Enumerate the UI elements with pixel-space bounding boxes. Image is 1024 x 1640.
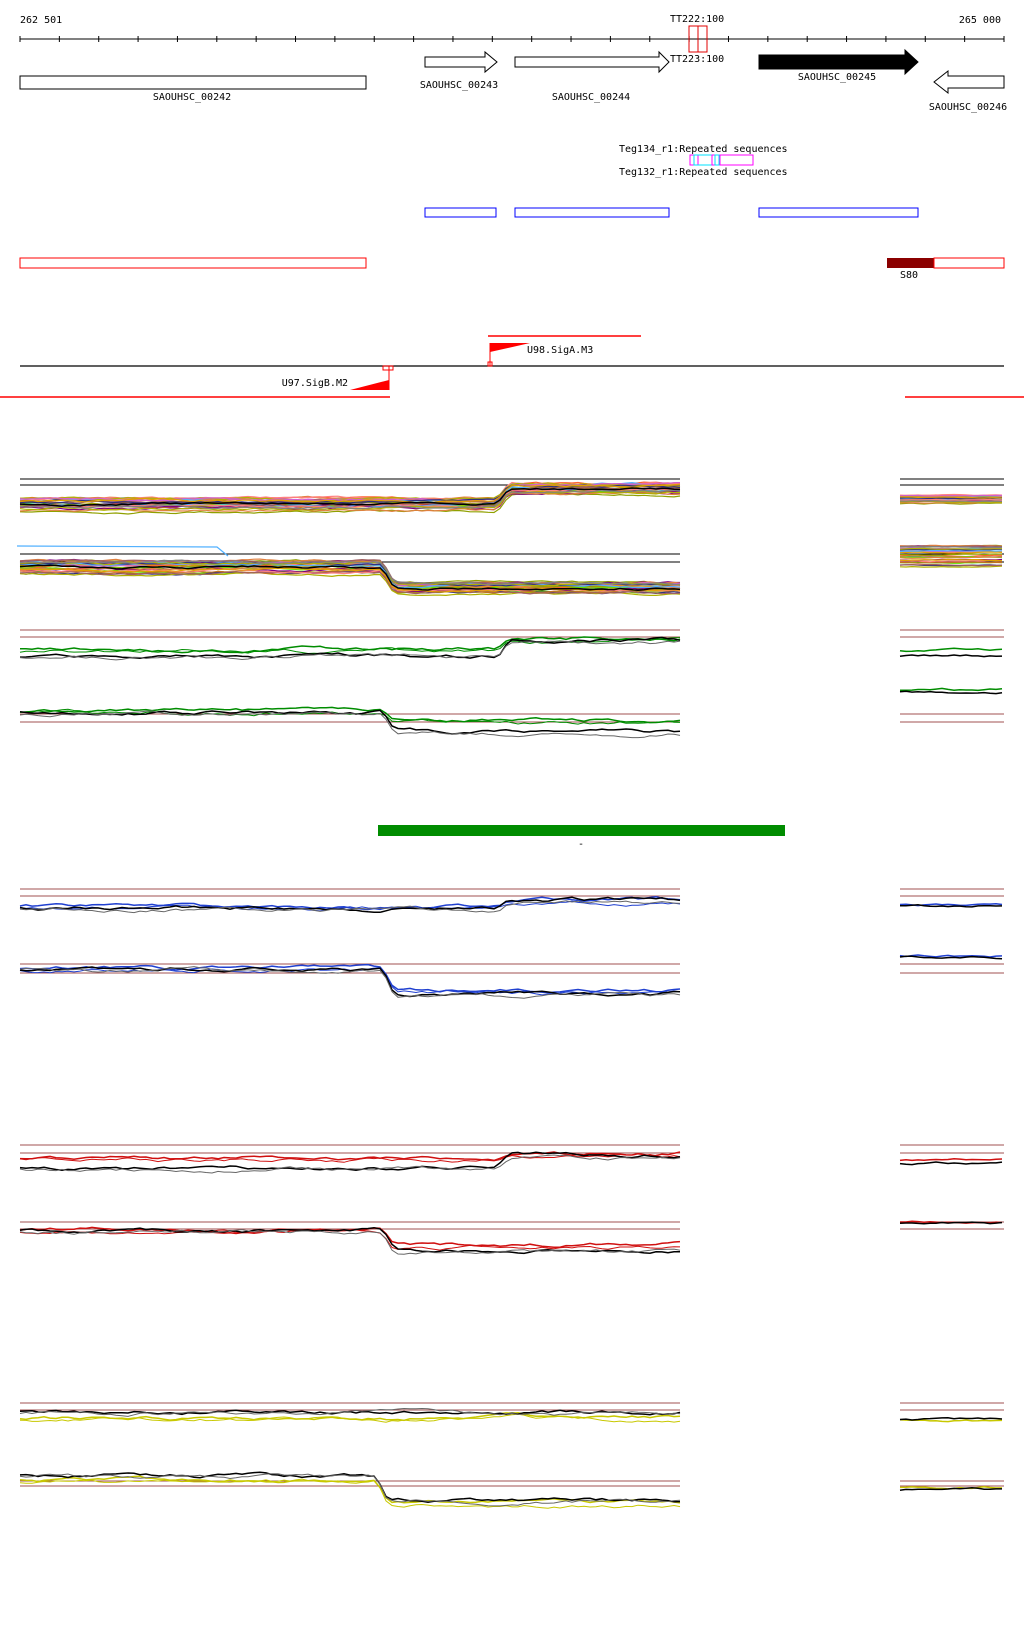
- signal-line: [19, 900, 681, 914]
- signal-line: [899, 545, 1003, 549]
- terminator-label-tt222: TT222:100: [670, 14, 724, 25]
- green-feature-bar[interactable]: [378, 825, 785, 836]
- signal-line: [899, 565, 1003, 568]
- gene-label-00243: SAOUHSC_00243: [420, 80, 498, 91]
- signal-line: [19, 1151, 681, 1162]
- signal-line: [899, 1221, 1003, 1225]
- signal-line: [899, 549, 1003, 553]
- signal-line: [19, 1226, 681, 1255]
- promoter-u97-flag[interactable]: [350, 365, 394, 390]
- signal-line: [900, 687, 1003, 692]
- repeat-label-2: Teg132_r1:Repeated sequences: [619, 167, 788, 178]
- signal-line: [899, 494, 1003, 497]
- signal-line: [19, 1154, 681, 1174]
- signal-line: [19, 963, 681, 994]
- signal-line: [19, 896, 681, 914]
- signal-line: [899, 498, 1003, 502]
- promoter-u97-label: U97.SigB.M2: [282, 378, 348, 389]
- gene-saouhsc-00242[interactable]: [19, 75, 367, 90]
- signal-line: [19, 1413, 681, 1423]
- cds-box-00245[interactable]: [758, 207, 919, 218]
- signal-line: [19, 489, 681, 510]
- signal-line: [19, 640, 681, 661]
- signal-line: [899, 502, 1002, 505]
- signal-line: [899, 561, 1003, 564]
- promoter-u98-flag[interactable]: [487, 343, 530, 367]
- green-feature-label: -: [578, 839, 584, 850]
- gene-saouhsc-00243[interactable]: [424, 50, 498, 74]
- promoter-u98-label: U98.SigA.M3: [527, 345, 593, 356]
- gene-label-00244: SAOUHSC_00244: [552, 92, 630, 103]
- signal-line: [19, 966, 681, 999]
- signal-line: [16, 545, 229, 557]
- signal-line: [19, 709, 681, 735]
- gene-label-00246: SAOUHSC_00246: [929, 102, 1007, 113]
- signal-line: [19, 710, 681, 739]
- signal-line: [19, 1478, 681, 1509]
- signal-line: [19, 564, 681, 592]
- signal-line: [19, 966, 681, 998]
- segment-s80-box[interactable]: [933, 257, 1005, 269]
- signal-line: [19, 1473, 681, 1507]
- gene-label-00242: SAOUHSC_00242: [153, 92, 231, 103]
- axis-start-label: 262 501: [20, 15, 62, 26]
- signal-line: [19, 1407, 681, 1417]
- signal-line: [899, 553, 1003, 556]
- signal-line: [20, 706, 681, 724]
- signal-line: [19, 482, 681, 502]
- signal-line: [19, 1471, 681, 1503]
- terminator-label-tt223: TT223:100: [670, 54, 724, 65]
- coordinate-axis: [19, 36, 1005, 42]
- gene-saouhsc-00245[interactable]: [758, 48, 919, 76]
- signal-line: [899, 1161, 1003, 1166]
- signal-line: [19, 895, 681, 911]
- signal-line: [899, 1416, 1003, 1421]
- signal-line: [19, 559, 681, 586]
- signal-line: [900, 559, 1003, 563]
- gene-saouhsc-00244[interactable]: [514, 50, 670, 74]
- signal-line: [899, 954, 1003, 958]
- signal-line: [900, 903, 1003, 908]
- signal-line: [19, 1409, 681, 1416]
- signal-line: [899, 563, 1003, 567]
- signal-line: [899, 547, 1002, 550]
- segment-box-left[interactable]: [19, 257, 367, 269]
- signal-line: [19, 483, 681, 504]
- segment-s80-dark[interactable]: [887, 258, 934, 268]
- segment-s80-label: S80: [900, 270, 918, 281]
- cds-box-00244[interactable]: [514, 207, 670, 218]
- signal-line: [19, 636, 681, 654]
- signal-line: [899, 1158, 1003, 1162]
- signal-line: [19, 570, 681, 595]
- signal-line: [899, 690, 1003, 695]
- signal-line: [899, 551, 1003, 554]
- signal-line: [899, 496, 1003, 499]
- expression-tracks: [16, 478, 1004, 1509]
- repeat-features[interactable]: [689, 154, 754, 166]
- repeat-label-1: Teg134_r1:Repeated sequences: [619, 144, 788, 155]
- gene-label-00245: SAOUHSC_00245: [798, 72, 876, 83]
- signal-line: [19, 487, 681, 507]
- signal-line: [899, 558, 1003, 562]
- signal-line: [19, 1229, 681, 1255]
- cds-box-00243[interactable]: [424, 207, 497, 218]
- signal-line: [899, 647, 1003, 653]
- signal-line: [19, 1151, 681, 1172]
- axis-end-label: 265 000: [959, 15, 1001, 26]
- signal-line: [899, 556, 1002, 559]
- signal-line: [899, 499, 1003, 503]
- signal-line: [899, 955, 1003, 960]
- signal-line: [19, 1228, 681, 1251]
- signal-line: [899, 654, 1003, 658]
- signal-line: [899, 1486, 1002, 1491]
- gene-saouhsc-00246[interactable]: [933, 69, 1005, 95]
